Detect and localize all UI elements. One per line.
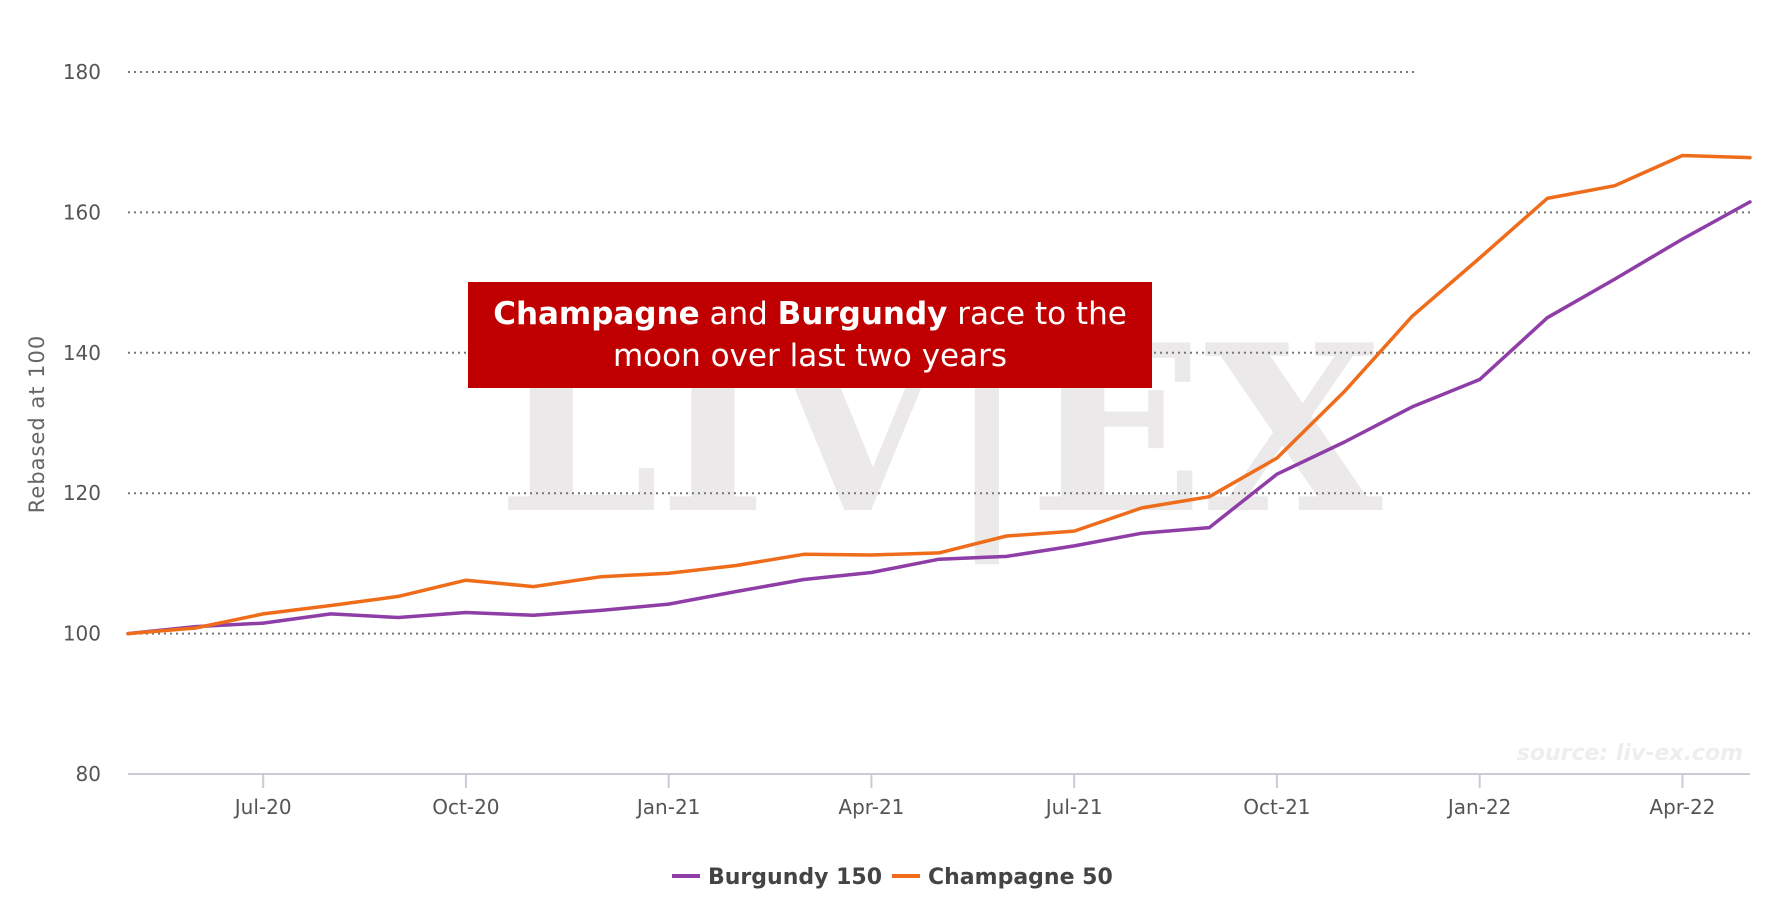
x-tick-label-Apr-21: Apr-21: [838, 795, 904, 819]
y-tick-label-80: 80: [76, 762, 101, 786]
x-tick-label-Apr-22: Apr-22: [1649, 795, 1715, 819]
x-tick-label-Oct-20: Oct-20: [432, 795, 499, 819]
axis-layer: 80 100 120 140 160 180 Jul-20 Oct-20 Jan-21 Apr-2…: [63, 60, 1750, 819]
legend-label-champagne-50: Champagne 50: [928, 865, 1113, 890]
x-tick-label-Oct-21: Oct-21: [1243, 795, 1310, 819]
chart-title-part-3: race to the: [947, 296, 1127, 332]
chart-title: Champagne and Burgundy race to the moon …: [468, 282, 1152, 388]
legend-item-burgundy-150[interactable]: Burgundy 150: [672, 865, 882, 890]
series-line-burgundy-150: [126, 200, 1752, 636]
y-tick-label-140: 140: [63, 341, 101, 365]
chart-title-part-2: Burgundy: [777, 296, 948, 332]
x-tick-label-Jul-21: Jul-21: [1044, 795, 1103, 819]
series-line-champagne-50: [126, 153, 1752, 636]
x-tick-label-Jul-20: Jul-20: [233, 795, 292, 819]
chart-title-line2: moon over last two years: [612, 338, 1008, 374]
x-tick-label-Jan-22: Jan-22: [1446, 795, 1512, 819]
chart-title-part-1: and: [699, 296, 778, 332]
legend-item-champagne-50[interactable]: Champagne 50: [892, 865, 1113, 890]
y-tick-label-120: 120: [63, 481, 101, 505]
y-axis-label: Rebased at 100: [25, 335, 49, 514]
y-tick-label-160: 160: [63, 200, 101, 224]
legend-label-burgundy-150: Burgundy 150: [708, 865, 882, 890]
chart-title-line1: Champagne and Burgundy race to the: [493, 293, 1127, 335]
chart-title-part-0: Champagne: [493, 296, 700, 332]
series-layer: [126, 153, 1752, 636]
source-note: source: liv-ex.com: [1517, 741, 1743, 766]
y-tick-label-100: 100: [63, 622, 101, 646]
legend: Burgundy 150 Champagne 50: [672, 865, 1113, 890]
x-tick-label-Jan-21: Jan-21: [635, 795, 701, 819]
y-tick-label-180: 180: [63, 60, 101, 84]
